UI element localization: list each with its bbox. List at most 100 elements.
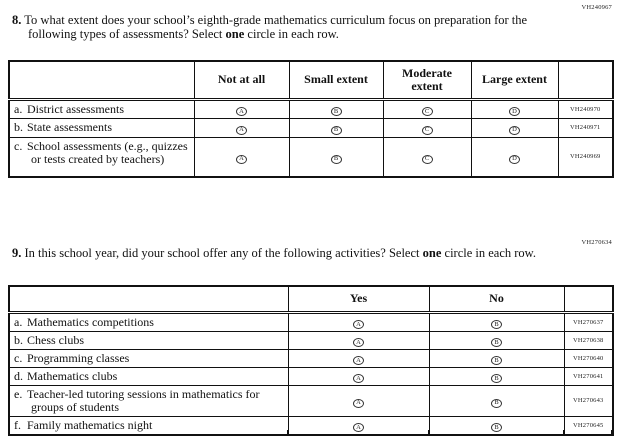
column-header-no: No bbox=[428, 285, 565, 314]
row-label: c. School assessments (e.g., quizzes or t… bbox=[8, 136, 195, 178]
row-letter: a. bbox=[14, 101, 23, 116]
row-code: VH270641 bbox=[563, 366, 614, 386]
row-label: b. Chess clubs bbox=[8, 330, 289, 350]
table-row: a. District assessments A B C D VH240970 bbox=[8, 98, 614, 119]
answer-circle-b[interactable]: B bbox=[330, 107, 342, 117]
answer-circle-a[interactable]: A bbox=[236, 125, 247, 135]
question-9-text-pre: In this school year, did your school off… bbox=[24, 246, 420, 260]
table-9-corner-cell bbox=[8, 285, 289, 314]
table-8-code-header-cell bbox=[557, 60, 614, 101]
row-letter: b. bbox=[14, 332, 23, 347]
column-header-large-extent: Large extent bbox=[470, 60, 559, 101]
row-letter: b. bbox=[14, 119, 23, 134]
question-8-code: VH240967 bbox=[581, 4, 612, 11]
question-8-table: Not at all Small extent Moderate extent … bbox=[8, 60, 614, 178]
row-code: VH240969 bbox=[557, 136, 614, 178]
question-8-number: 8. bbox=[12, 13, 22, 27]
answer-circle-a[interactable]: A bbox=[236, 155, 247, 164]
row-code: VH270645 bbox=[563, 415, 614, 435]
question-8-text-pre: To what extent does your school’s eighth… bbox=[24, 13, 528, 41]
table-row: a. Mathematics competitions A B VH270637 bbox=[8, 311, 614, 332]
answer-circle-d[interactable]: D bbox=[509, 155, 520, 164]
row-letter: e. bbox=[14, 386, 23, 401]
answer-circle-d[interactable]: D bbox=[509, 125, 520, 135]
row-label: a. Mathematics competitions bbox=[8, 311, 289, 332]
question-9-number: 9. bbox=[12, 246, 22, 260]
answer-circle-c[interactable]: C bbox=[421, 107, 433, 117]
row-label: c. Programming classes bbox=[8, 348, 289, 368]
row-letter: a. bbox=[14, 314, 23, 329]
row-text: Mathematics clubs bbox=[27, 368, 118, 383]
question-9-text-post: circle in each row. bbox=[444, 246, 537, 260]
row-code: VH270640 bbox=[563, 348, 614, 368]
answer-circle-no[interactable]: B bbox=[491, 356, 502, 366]
row-label: e. Teacher-led tutoring sessions in mathe… bbox=[8, 384, 289, 417]
answer-circle-yes[interactable]: A bbox=[353, 374, 364, 384]
table-9-code-header-cell bbox=[563, 285, 614, 314]
row-letter: c. bbox=[14, 138, 23, 153]
question-9: 9. In this school year, did your school … bbox=[12, 246, 547, 260]
table-row: f. Family mathematics night A B VH270645 bbox=[8, 415, 614, 435]
table-row: b. State assessments A B C D VH240971 bbox=[8, 117, 614, 138]
table-8-corner-cell bbox=[8, 60, 195, 101]
answer-circle-no[interactable]: B bbox=[491, 423, 502, 433]
answer-circle-yes[interactable]: A bbox=[353, 423, 364, 433]
row-text: School assessments (e.g., quizzes or tes… bbox=[27, 138, 188, 166]
row-code: VH270643 bbox=[563, 384, 614, 417]
question-9-text-bold: one bbox=[422, 246, 442, 260]
row-text: Family mathematics night bbox=[27, 417, 153, 432]
table-edge-stub bbox=[611, 430, 612, 435]
row-label: d. Mathematics clubs bbox=[8, 366, 289, 386]
answer-circle-yes[interactable]: A bbox=[353, 356, 364, 366]
table-edge-stub bbox=[563, 430, 564, 435]
table-edge-stub bbox=[287, 430, 288, 435]
row-text: District assessments bbox=[27, 101, 124, 116]
column-header-yes: Yes bbox=[287, 285, 430, 314]
table-row: e. Teacher-led tutoring sessions in mathe… bbox=[8, 384, 614, 417]
answer-circle-no[interactable]: B bbox=[491, 338, 502, 348]
row-text: Teacher-led tutoring sessions in mathema… bbox=[27, 386, 260, 414]
answer-circle-no[interactable]: B bbox=[491, 320, 502, 330]
answer-circle-no[interactable]: B bbox=[491, 374, 502, 384]
row-text: Programming classes bbox=[27, 350, 130, 365]
answer-circle-b[interactable]: B bbox=[330, 155, 342, 164]
question-9-text: 9. In this school year, did your school … bbox=[12, 246, 547, 260]
answer-circle-d[interactable]: D bbox=[509, 107, 520, 117]
row-code: VH270638 bbox=[563, 330, 614, 350]
answer-circle-no[interactable]: B bbox=[491, 398, 502, 408]
table-edge-stub bbox=[428, 430, 429, 435]
question-8-text-post: circle in each row. bbox=[247, 27, 339, 41]
answer-circle-yes[interactable]: A bbox=[353, 338, 364, 348]
table-row: b. Chess clubs A B VH270638 bbox=[8, 330, 614, 350]
row-letter: d. bbox=[14, 368, 23, 383]
row-label: b. State assessments bbox=[8, 117, 195, 138]
question-9-table: Yes No a. Mathematics competitions A B VH… bbox=[8, 285, 614, 436]
question-9-code: VH270634 bbox=[581, 239, 612, 246]
row-text: Mathematics competitions bbox=[27, 314, 154, 329]
row-letter: f. bbox=[14, 417, 21, 432]
question-8-text-bold: one bbox=[225, 27, 245, 41]
question-8-text: 8. To what extent does your school’s eig… bbox=[12, 13, 547, 41]
column-header-small-extent: Small extent bbox=[288, 60, 384, 101]
row-label: a. District assessments bbox=[8, 98, 195, 119]
row-letter: c. bbox=[14, 350, 23, 365]
answer-circle-yes[interactable]: A bbox=[353, 398, 364, 408]
row-code: VH270637 bbox=[563, 311, 614, 332]
question-8: 8. To what extent does your school’s eig… bbox=[12, 13, 547, 41]
table-row: d. Mathematics clubs A B VH270641 bbox=[8, 366, 614, 386]
table-edge-stub bbox=[8, 430, 9, 435]
table-9-header-row: Yes No bbox=[8, 285, 614, 314]
table-row: c. Programming classes A B VH270640 bbox=[8, 348, 614, 368]
column-header-not-at-all: Not at all bbox=[193, 60, 290, 101]
answer-circle-a[interactable]: A bbox=[236, 107, 247, 117]
row-code: VH240971 bbox=[557, 117, 614, 138]
table-row: c. School assessments (e.g., quizzes or t… bbox=[8, 136, 614, 178]
table-8-header-row: Not at all Small extent Moderate extent … bbox=[8, 60, 614, 101]
answer-circle-c[interactable]: C bbox=[421, 125, 433, 135]
answer-circle-c[interactable]: C bbox=[421, 155, 433, 164]
answer-circle-yes[interactable]: A bbox=[353, 320, 364, 330]
row-code: VH240970 bbox=[557, 98, 614, 119]
answer-circle-b[interactable]: B bbox=[330, 125, 342, 135]
column-header-moderate-extent: Moderate extent bbox=[382, 60, 472, 101]
